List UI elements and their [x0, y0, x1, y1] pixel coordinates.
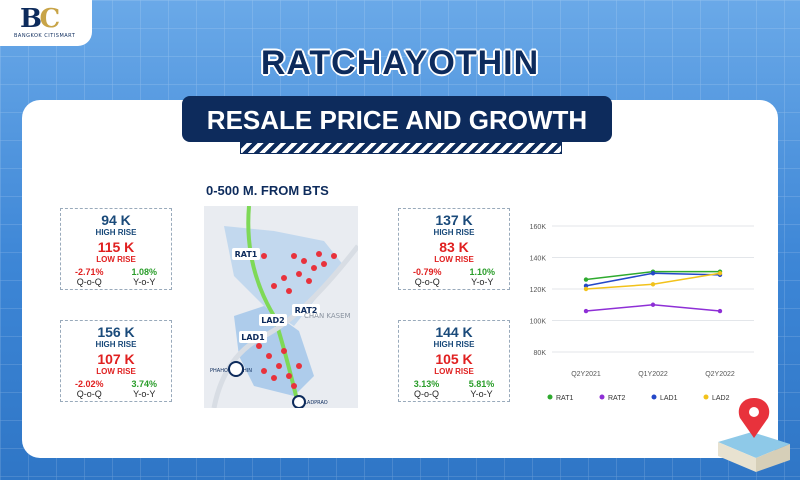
qoq-value: -2.71% [74, 267, 104, 277]
growth-row: 3.13% Q-o-Q 5.81% Y-o-Y [399, 379, 509, 399]
area-label-lad1: LAD1 [241, 333, 265, 342]
street-label: LADPRAO [304, 400, 328, 406]
yoy-label: Y-o-Y [470, 389, 493, 399]
legend-marker-lad2 [703, 394, 709, 400]
qoq-value: 3.13% [413, 379, 440, 389]
low-rise-price: 107 K [97, 351, 135, 367]
map-label: 0-500 M. FROM BTS [206, 183, 329, 198]
logo: BC BANGKOK CITISMART [0, 0, 92, 46]
x-tick-label: Q2Y2021 [571, 371, 601, 378]
legend-label-rat1: RAT1 [556, 395, 573, 402]
qoq-label: Q-o-Q [76, 277, 102, 287]
data-point-lad2 [650, 282, 656, 287]
qoq-label: Q-o-Q [413, 389, 439, 399]
mrt-station-icon [228, 361, 244, 377]
legend-label-rat2: RAT2 [608, 395, 625, 402]
high-rise-price: 144 K [435, 324, 473, 340]
yoy-value: 1.08% [131, 267, 158, 277]
high-rise-price: 94 K [101, 212, 131, 228]
resale-price-line-chart: 80K 100K 120K 140K 160K Q2Y2021 Q1Y2022 Q2Y2022… [530, 224, 754, 402]
mrt-station-icon [292, 395, 306, 408]
stat-box-lad1: 156 K HIGH RISE 107 K LOW RISE -2.02% Q-o… [60, 320, 172, 402]
growth-row: -0.79% Q-o-Q 1.10% Y-o-Y [399, 267, 509, 287]
qoq-label: Q-o-Q [414, 277, 440, 287]
high-rise-label: HIGH RISE [95, 340, 137, 349]
subtitle-banner: RESALE PRICE AND GROWTH [182, 96, 612, 142]
yoy-value: 1.10% [469, 267, 496, 277]
area-map: RAT1 RAT2 LAD1 LAD2 CHAN KASEM PHAHON YO… [204, 206, 358, 408]
data-point-lad1 [650, 271, 656, 276]
yoy-label: Y-o-Y [471, 277, 494, 287]
stat-box-lad2: 144 K HIGH RISE 105 K LOW RISE 3.13% Q-o-… [398, 320, 510, 402]
low-rise-price: 105 K [435, 351, 473, 367]
qoq-value: -0.79% [412, 267, 442, 277]
area-labels: RAT1 RAT2 LAD1 LAD2 [232, 248, 320, 343]
page-title: RATCHAYOTHIN [260, 43, 540, 83]
low-rise-price: 83 K [439, 239, 469, 255]
low-rise-label: LOW RISE [96, 255, 136, 264]
low-rise-label: LOW RISE [96, 367, 136, 376]
data-point-rat1 [583, 277, 589, 282]
growth-row: -2.71% Q-o-Q 1.08% Y-o-Y [61, 267, 171, 287]
legend-marker-rat2 [599, 394, 605, 400]
location-pin-icon [718, 398, 790, 472]
yoy-value: 3.74% [131, 379, 158, 389]
series-line-lad2 [585, 272, 721, 290]
legend-label-lad1: LAD1 [660, 395, 678, 402]
low-rise-label: LOW RISE [434, 255, 474, 264]
legend-label-lad2: LAD2 [712, 395, 730, 402]
y-tick-label: 80K [534, 350, 547, 357]
logo-tagline: BANGKOK CITISMART [14, 33, 76, 39]
data-point-lad1 [583, 283, 589, 289]
high-rise-label: HIGH RISE [433, 340, 475, 349]
yoy-label: Y-o-Y [133, 389, 156, 399]
low-rise-price: 115 K [97, 239, 135, 255]
legend-marker-rat1 [547, 394, 553, 400]
area-label-rat2: RAT2 [295, 306, 318, 315]
high-rise-label: HIGH RISE [95, 228, 137, 237]
yoy-value: 5.81% [468, 379, 495, 389]
high-rise-price: 156 K [97, 324, 135, 340]
stat-box-rat1: 94 K HIGH RISE 115 K LOW RISE -2.71% Q-o-… [60, 208, 172, 290]
area-label-rat1: RAT1 [235, 250, 258, 259]
stat-box-rat2: 137 K HIGH RISE 83 K LOW RISE -0.79% Q-o-… [398, 208, 510, 290]
growth-row: -2.02% Q-o-Q 3.74% Y-o-Y [61, 379, 171, 399]
area-lad-zone [234, 306, 314, 396]
y-tick-label: 120K [530, 287, 547, 294]
subtitle-stripe [240, 142, 562, 154]
x-tick-label: Q1Y2022 [638, 371, 668, 378]
subtitle-text: RESALE PRICE AND GROWTH [206, 105, 588, 135]
data-point-rat2 [583, 308, 589, 314]
data-point-lad2 [583, 286, 589, 292]
data-point-rat2 [717, 308, 723, 314]
x-tick-label: Q2Y2022 [705, 371, 735, 378]
street-label: CHAN KASEM [304, 312, 351, 320]
legend-marker-lad1 [651, 394, 657, 400]
condo-pins [256, 251, 337, 389]
qoq-value: -2.02% [74, 379, 104, 389]
logo-mark: BC [20, 4, 60, 34]
low-rise-label: LOW RISE [434, 367, 474, 376]
data-point-lad2 [717, 271, 723, 276]
qoq-label: Q-o-Q [76, 389, 102, 399]
high-rise-label: HIGH RISE [433, 228, 475, 237]
y-tick-label: 100K [530, 319, 547, 326]
y-tick-label: 140K [530, 256, 547, 263]
data-point-rat2 [650, 302, 656, 307]
area-label-lad2: LAD2 [261, 316, 285, 325]
y-tick-label: 160K [530, 224, 547, 231]
yoy-label: Y-o-Y [133, 277, 156, 287]
high-rise-price: 137 K [435, 212, 473, 228]
